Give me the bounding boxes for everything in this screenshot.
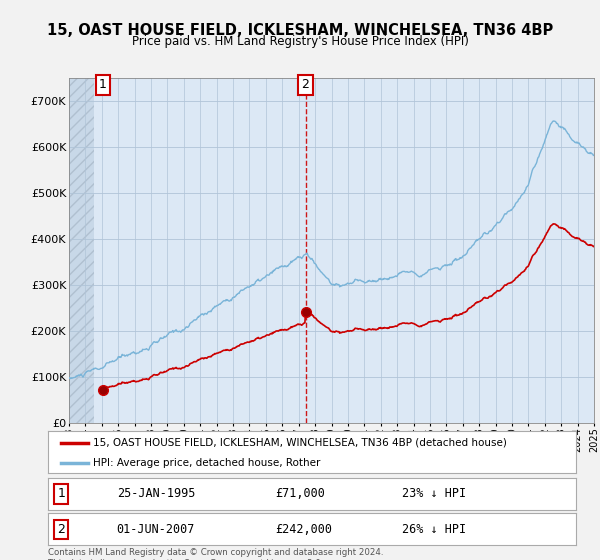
Text: HPI: Average price, detached house, Rother: HPI: Average price, detached house, Roth… <box>93 458 320 468</box>
Text: Price paid vs. HM Land Registry's House Price Index (HPI): Price paid vs. HM Land Registry's House … <box>131 35 469 49</box>
Text: 2: 2 <box>302 78 310 91</box>
Text: 15, OAST HOUSE FIELD, ICKLESHAM, WINCHELSEA, TN36 4BP: 15, OAST HOUSE FIELD, ICKLESHAM, WINCHEL… <box>47 24 553 38</box>
Text: 25-JAN-1995: 25-JAN-1995 <box>116 487 195 501</box>
Text: 26% ↓ HPI: 26% ↓ HPI <box>402 522 466 536</box>
Text: £242,000: £242,000 <box>275 522 332 536</box>
Text: 01-JUN-2007: 01-JUN-2007 <box>116 522 195 536</box>
Bar <box>69 78 94 423</box>
Text: 1: 1 <box>99 78 107 91</box>
Text: 15, OAST HOUSE FIELD, ICKLESHAM, WINCHELSEA, TN36 4BP (detached house): 15, OAST HOUSE FIELD, ICKLESHAM, WINCHEL… <box>93 438 507 448</box>
Text: 1: 1 <box>57 487 65 501</box>
Text: Contains HM Land Registry data © Crown copyright and database right 2024.
This d: Contains HM Land Registry data © Crown c… <box>48 548 383 560</box>
Text: 2: 2 <box>57 522 65 536</box>
Text: £71,000: £71,000 <box>275 487 325 501</box>
Text: 23% ↓ HPI: 23% ↓ HPI <box>402 487 466 501</box>
